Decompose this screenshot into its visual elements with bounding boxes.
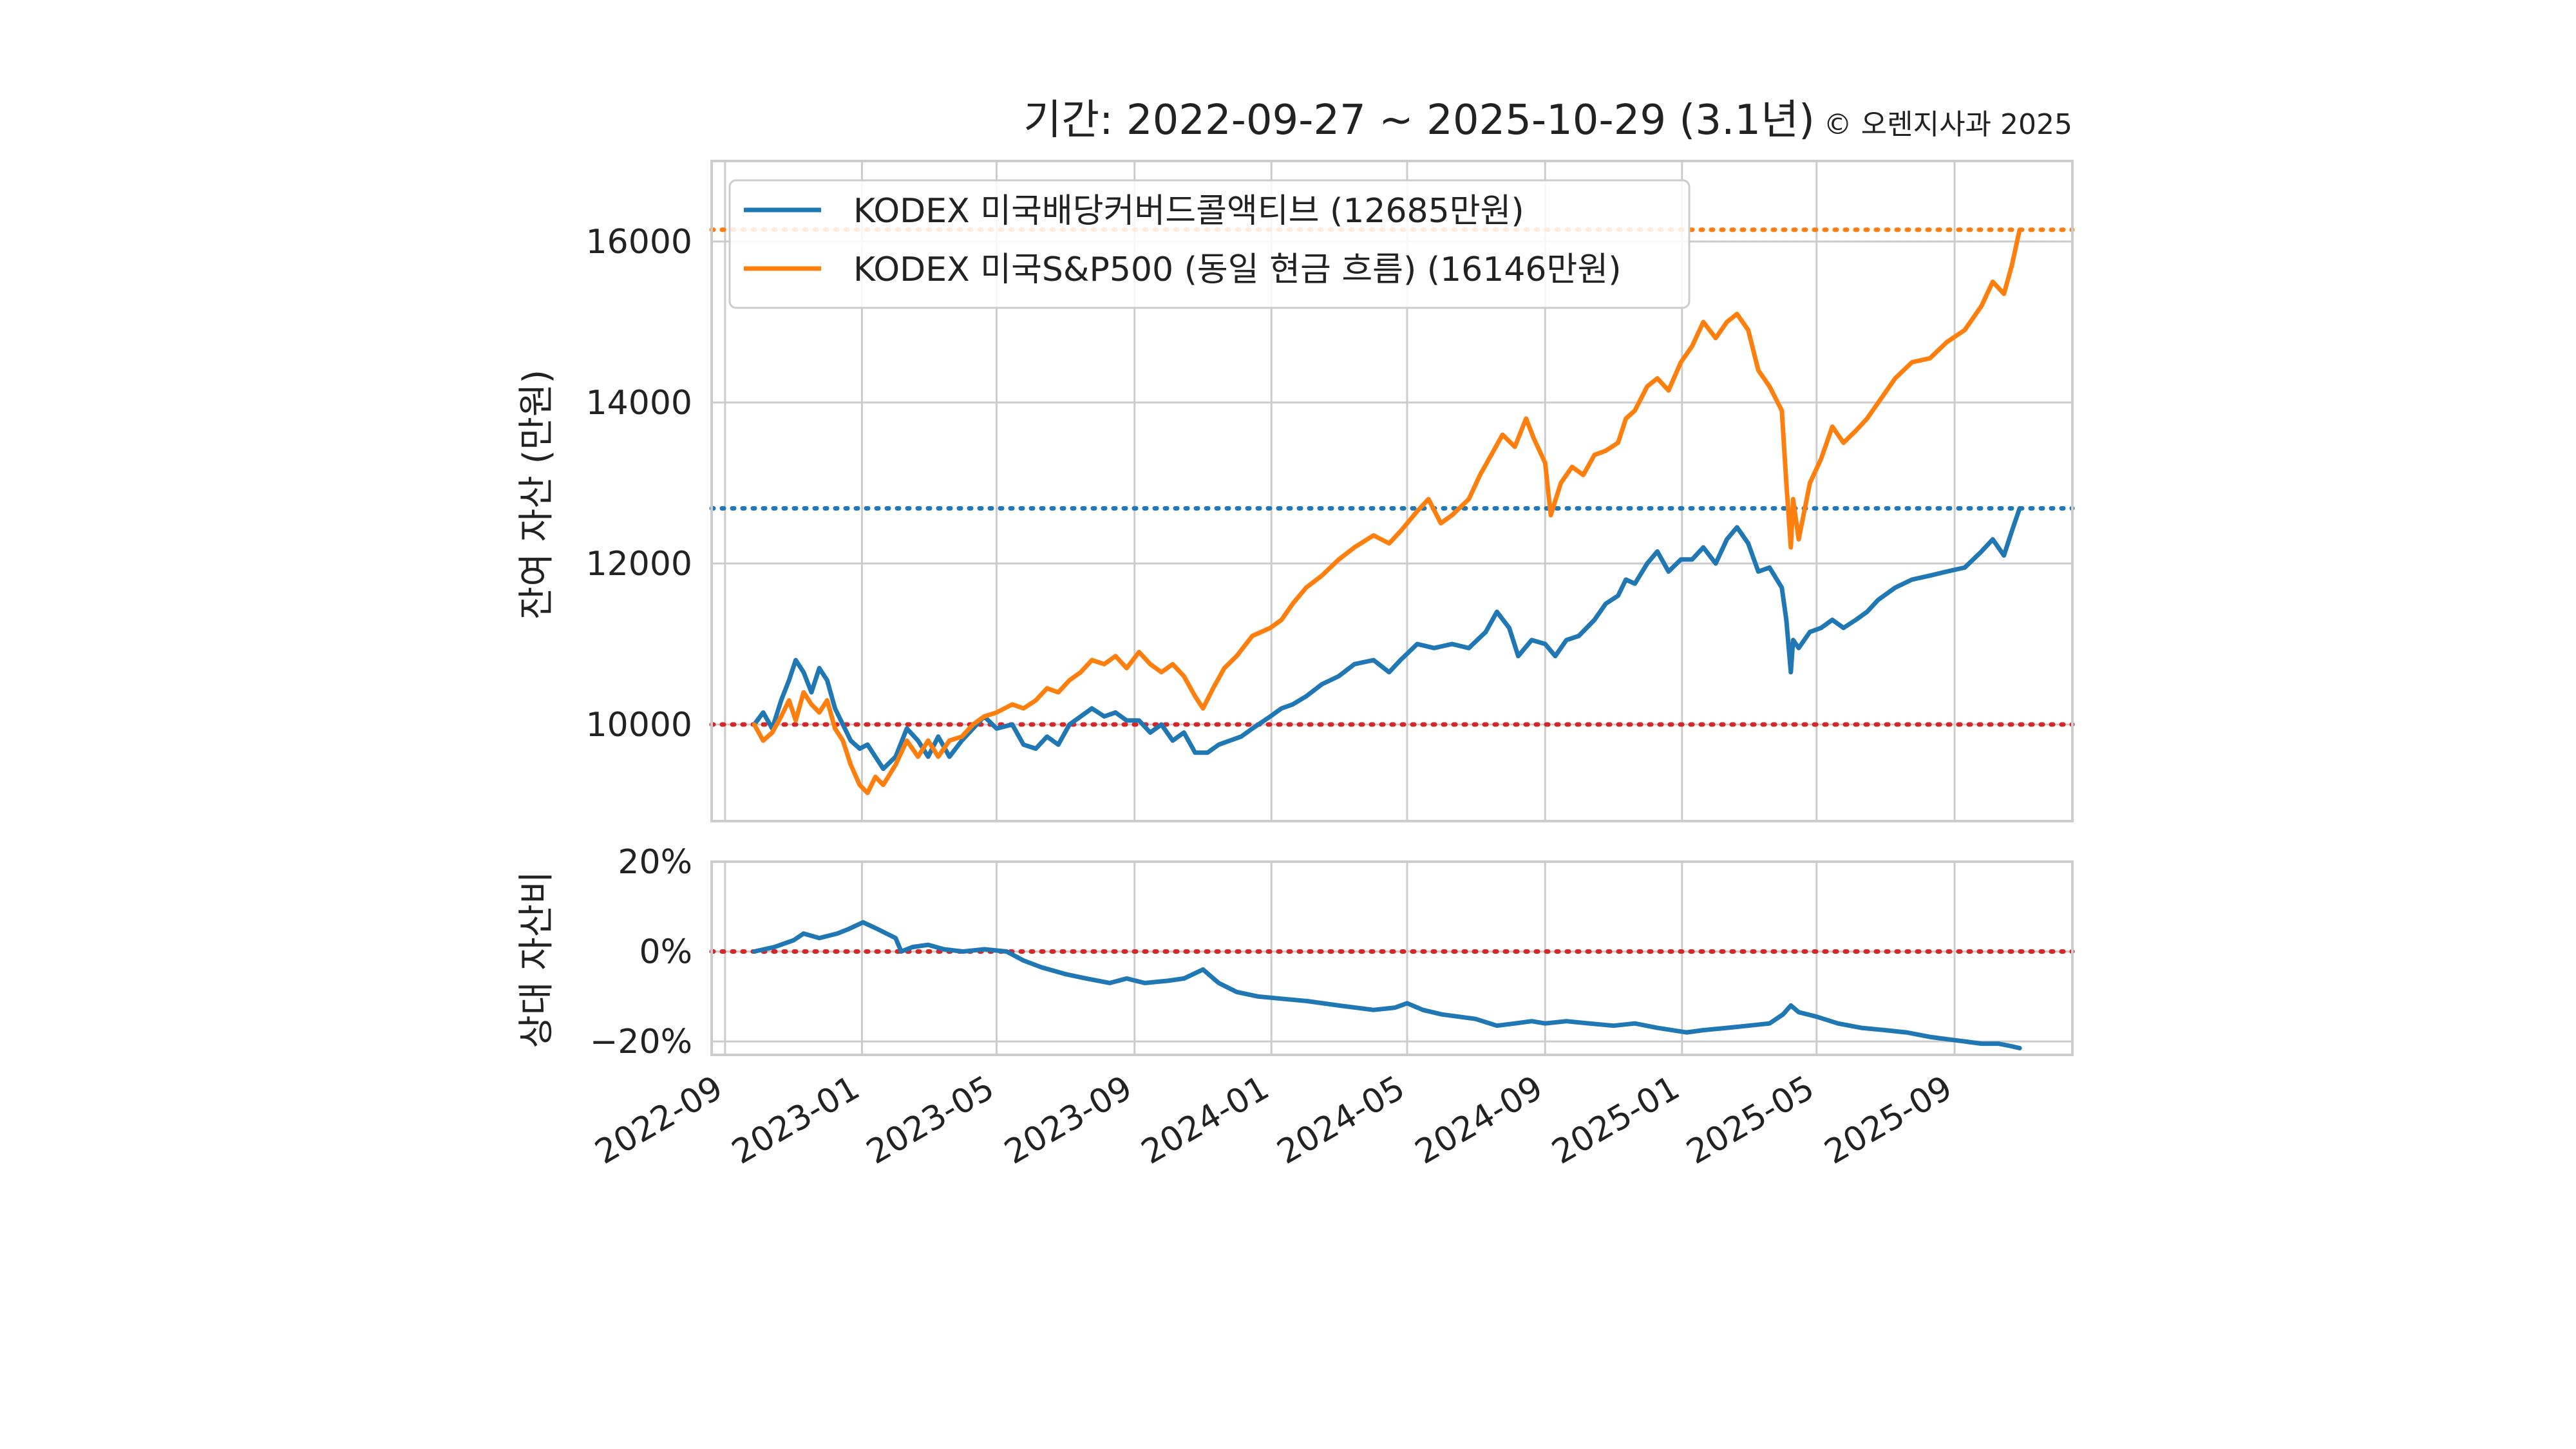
main-y-tick-label: 10000 <box>586 706 692 744</box>
legend: KODEX 미국배당커버드콜액티브 (12685만원) KODEX 미국S&P5… <box>728 179 1690 309</box>
legend-label-orange: KODEX 미국S&P500 (동일 현금 흐름) (16146만원) <box>853 251 1622 289</box>
relative-panel: −20% 0% 20% 상대 자산비 <box>516 843 2075 1061</box>
series-line-dividend-covered-call <box>752 506 2022 772</box>
main-frame <box>710 160 2074 822</box>
main-panel: 10000 12000 14000 16000 잔여 자산 (만원) KODEX 미국… <box>516 160 2075 822</box>
chart-title: 기간: 2022-09-27 ~ 2025-10-29 (3.1년) <box>1023 97 1815 144</box>
relative-y-axis-label: 상대 자산비 <box>516 871 558 1048</box>
main-y-tick-label: 12000 <box>586 545 692 583</box>
main-y-tick-label: 14000 <box>586 384 692 422</box>
relative-y-ticks: −20% 0% 20% <box>590 843 692 1061</box>
relative-frame <box>710 860 2074 1056</box>
legend-box <box>728 179 1690 309</box>
main-y-axis-label: 잔여 자산 (만원) <box>516 370 558 620</box>
series-line-sp500 <box>752 227 2022 795</box>
relative-y-tick-label: 0% <box>639 933 693 972</box>
legend-label-blue: KODEX 미국배당커버드콜액티브 (12685만원) <box>853 192 1524 231</box>
relative-series <box>752 920 2022 1050</box>
relative-y-tick-label: 20% <box>618 843 692 882</box>
main-series <box>752 227 2022 795</box>
series-line-relative-ratio <box>752 920 2022 1050</box>
main-y-ticks: 10000 12000 14000 16000 <box>586 223 692 744</box>
chart-credit: © 오렌지사과 2025 <box>1824 108 2072 141</box>
relative-y-tick-label: −20% <box>590 1023 692 1061</box>
main-y-tick-label: 16000 <box>586 223 692 261</box>
